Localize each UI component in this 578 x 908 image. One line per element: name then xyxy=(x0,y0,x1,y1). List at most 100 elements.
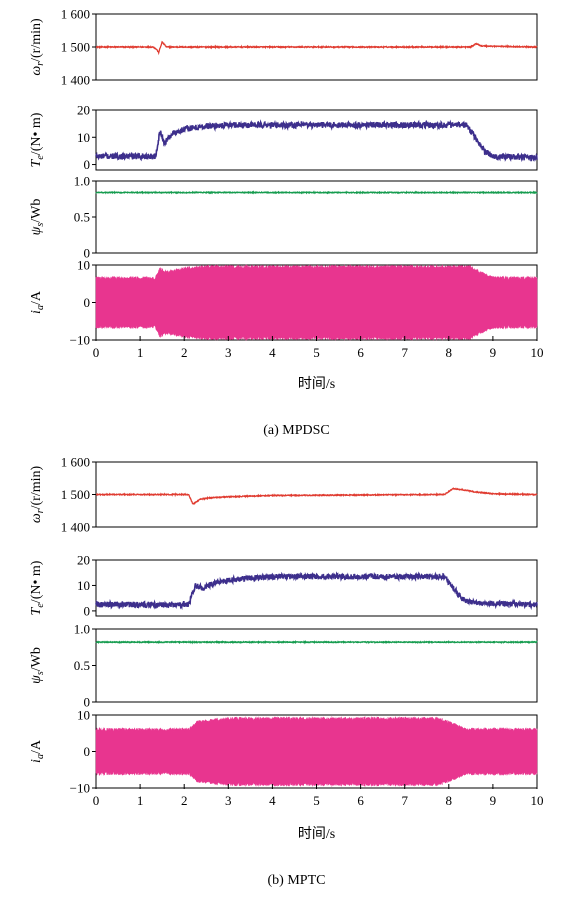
ylabel-rest: /(N• m) xyxy=(29,112,44,155)
y-tick-label: 20 xyxy=(77,103,90,118)
x-tick-label: 10 xyxy=(531,793,544,808)
plot-frame xyxy=(95,628,538,703)
ylabel-sub: a xyxy=(35,754,46,759)
y-tick-label: 1 400 xyxy=(61,520,90,535)
series-line-speed xyxy=(95,487,538,506)
x-axis: 0 1 2 3 4 5 6 7 8 9 10 xyxy=(93,336,544,360)
y-tick-label: 1.0 xyxy=(74,622,90,637)
x-tick-label: 0 xyxy=(93,345,100,360)
x-tick-label: 2 xyxy=(181,345,188,360)
ylabel-rest: /(r/min) xyxy=(29,465,44,509)
ylabel-sub: s xyxy=(35,223,46,227)
flux-axis-label: ψs/Wb xyxy=(29,199,46,236)
x-tick-label: 4 xyxy=(269,793,276,808)
ylabel-main: T xyxy=(29,606,44,615)
torque-panel: 0 10 20 Te/(N• m) xyxy=(29,103,538,172)
x-tick-label: 10 xyxy=(531,345,544,360)
ylabel-main: i xyxy=(29,759,44,763)
flux-panel: 0 0.5 1.0 ψs/Wb xyxy=(29,174,538,261)
speed-axis-label: ωr/(r/min) xyxy=(29,465,46,523)
y-tick-label: −10 xyxy=(70,781,90,796)
ylabel-main: ψ xyxy=(29,226,44,235)
y-tick-label: 0 xyxy=(84,295,91,310)
y-tick-label: 10 xyxy=(77,578,90,593)
current-axis-label: ia/A xyxy=(29,739,46,763)
y-tick-label: 1.0 xyxy=(74,174,90,189)
figure-caption: (a) MPDSC xyxy=(263,423,330,438)
ylabel-main: ω xyxy=(29,66,44,76)
x-axis-label: 时间/s xyxy=(298,826,335,842)
y-tick-label: 10 xyxy=(77,258,90,273)
plot-frame xyxy=(95,109,538,171)
x-tick-label: 8 xyxy=(446,793,453,808)
x-tick-label: 5 xyxy=(313,345,320,360)
flux-panel: 0 0.5 1.0 ψs/Wb xyxy=(29,622,538,710)
x-tick-label: 7 xyxy=(401,793,408,808)
x-tick-label: 6 xyxy=(357,793,364,808)
ylabel-sub: a xyxy=(35,305,46,310)
x-tick-label: 9 xyxy=(490,793,497,808)
y-tick-label: 0.5 xyxy=(74,658,90,673)
x-tick-label: 6 xyxy=(357,345,364,360)
plot-frame xyxy=(95,559,538,617)
y-tick-label: 1 400 xyxy=(61,73,90,88)
y-tick-label: 10 xyxy=(77,130,90,145)
x-tick-label: 9 xyxy=(490,345,497,360)
y-tick-label: 1 500 xyxy=(61,487,90,502)
y-tick-label: 0 xyxy=(84,695,91,710)
ylabel-sub: s xyxy=(35,671,46,675)
ylabel-sub: r xyxy=(35,509,46,513)
y-tick-label: 20 xyxy=(77,553,90,568)
ylabel-rest: /A xyxy=(29,290,44,305)
ylabel-main: T xyxy=(29,158,44,167)
y-tick-label: 1 500 xyxy=(61,40,90,55)
y-tick-label: 1 600 xyxy=(61,455,90,470)
y-tick-label: 0 xyxy=(84,603,91,618)
y-tick-label: 1 600 xyxy=(61,7,90,22)
ylabel-main: i xyxy=(29,310,44,314)
x-tick-label: 8 xyxy=(446,345,453,360)
current-panel: −10 0 10 ia/A xyxy=(29,258,538,348)
ylabel-rest: /A xyxy=(29,739,44,754)
y-tick-label: −10 xyxy=(70,333,90,348)
x-tick-label: 2 xyxy=(181,793,188,808)
y-tick-label: 10 xyxy=(77,708,90,723)
ylabel-sub: e xyxy=(35,603,46,608)
ylabel-rest: /Wb xyxy=(29,647,44,671)
x-tick-label: 1 xyxy=(137,345,144,360)
y-tick-label: 0 xyxy=(84,744,91,759)
ylabel-rest: /(r/min) xyxy=(29,18,44,62)
series-line-speed xyxy=(95,40,538,56)
ylabel-sub: r xyxy=(35,62,46,66)
x-axis: 0 1 2 3 4 5 6 7 8 9 10 xyxy=(93,784,544,808)
ylabel-rest: /(N• m) xyxy=(29,560,44,603)
torque-axis-label: Te/(N• m) xyxy=(29,560,46,615)
series-line-flux xyxy=(95,190,538,195)
series-line-torque xyxy=(95,119,538,163)
x-tick-label: 4 xyxy=(269,345,276,360)
y-tick-label: 0 xyxy=(84,246,91,261)
ylabel-main: ψ xyxy=(29,675,44,684)
current-axis-label: ia/A xyxy=(29,290,46,314)
figure-caption: (b) MPTC xyxy=(268,873,326,888)
torque-axis-label: Te/(N• m) xyxy=(29,112,46,167)
x-tick-label: 5 xyxy=(313,793,320,808)
x-axis-label: 时间/s xyxy=(298,376,335,392)
ylabel-sub: e xyxy=(35,155,46,160)
torque-panel: 0 10 20 Te/(N• m) xyxy=(29,553,538,618)
series-line-torque xyxy=(95,571,538,611)
y-tick-label: 0.5 xyxy=(74,210,90,225)
series-line-flux xyxy=(95,639,538,645)
current-panel: −10 0 10 ia/A xyxy=(29,708,538,796)
series-line-current xyxy=(95,264,538,341)
flux-axis-label: ψs/Wb xyxy=(29,647,46,684)
series-line-current xyxy=(95,715,538,788)
speed-panel: 1 400 1 500 1 600 ωr/(r/min) xyxy=(29,7,538,88)
y-tick-label: 0 xyxy=(84,157,91,172)
ylabel-rest: /Wb xyxy=(29,199,44,223)
x-tick-label: 7 xyxy=(401,345,408,360)
x-tick-label: 3 xyxy=(225,345,232,360)
